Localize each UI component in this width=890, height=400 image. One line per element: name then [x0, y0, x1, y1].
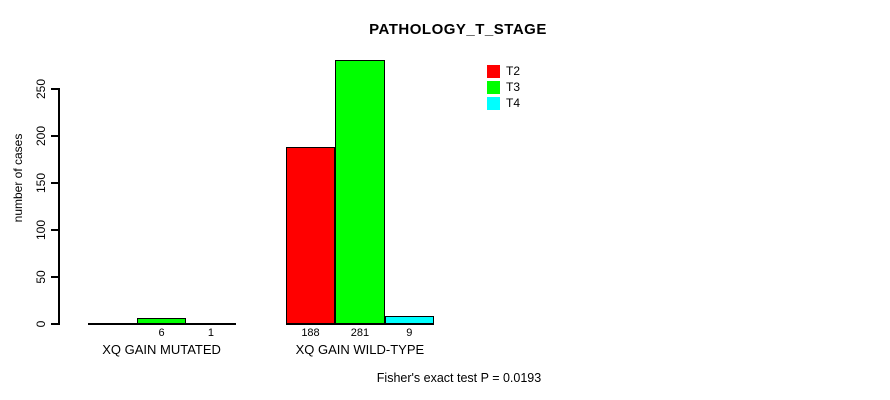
y-tick-label: 150: [34, 172, 48, 193]
legend-swatch-t3: [487, 81, 500, 94]
x-baseline: [285, 322, 434, 325]
y-tick-label: 0: [34, 320, 48, 327]
y-axis-line: [58, 88, 60, 325]
bar-value-label: 9: [406, 327, 413, 339]
y-tick-mark: [51, 181, 58, 184]
legend-row: T2: [487, 65, 520, 78]
y-tick-label: 100: [34, 219, 48, 240]
bar: [136, 317, 187, 324]
y-tick-mark: [51, 87, 58, 90]
y-tick-label: 250: [34, 78, 48, 99]
x-category-label: XQ GAIN WILD-TYPE: [295, 342, 425, 357]
bar-value-label: 188: [301, 327, 320, 339]
bar: [186, 322, 236, 325]
legend-label: T2: [506, 64, 521, 78]
y-tick-mark: [51, 322, 58, 325]
fisher-test-annotation: Fisher's exact test P = 0.0193: [376, 371, 542, 385]
y-tick-label: 50: [34, 269, 48, 284]
y-tick-label: 200: [34, 125, 48, 146]
y-tick-mark: [51, 275, 58, 278]
legend: T2 T3 T4: [487, 65, 520, 113]
bar-value-label: 281: [350, 327, 370, 339]
chart-title: PATHOLOGY_T_STAGE: [369, 21, 547, 38]
legend-row: T4: [487, 97, 520, 110]
legend-swatch-t4: [487, 97, 500, 110]
bar-value-label: 6: [158, 327, 165, 339]
x-category-label: XQ GAIN MUTATED: [102, 342, 221, 357]
legend-row: T3: [487, 81, 520, 94]
legend-label: T4: [506, 96, 521, 110]
bar-value-label: 1: [207, 327, 215, 339]
legend-label: T3: [506, 80, 521, 94]
bar: [285, 146, 336, 324]
bar: [335, 59, 385, 324]
y-tick-mark: [51, 228, 58, 231]
x-baseline: [87, 322, 236, 325]
bar: [384, 315, 434, 324]
y-tick-mark: [51, 134, 58, 137]
legend-swatch-t2: [487, 65, 500, 78]
